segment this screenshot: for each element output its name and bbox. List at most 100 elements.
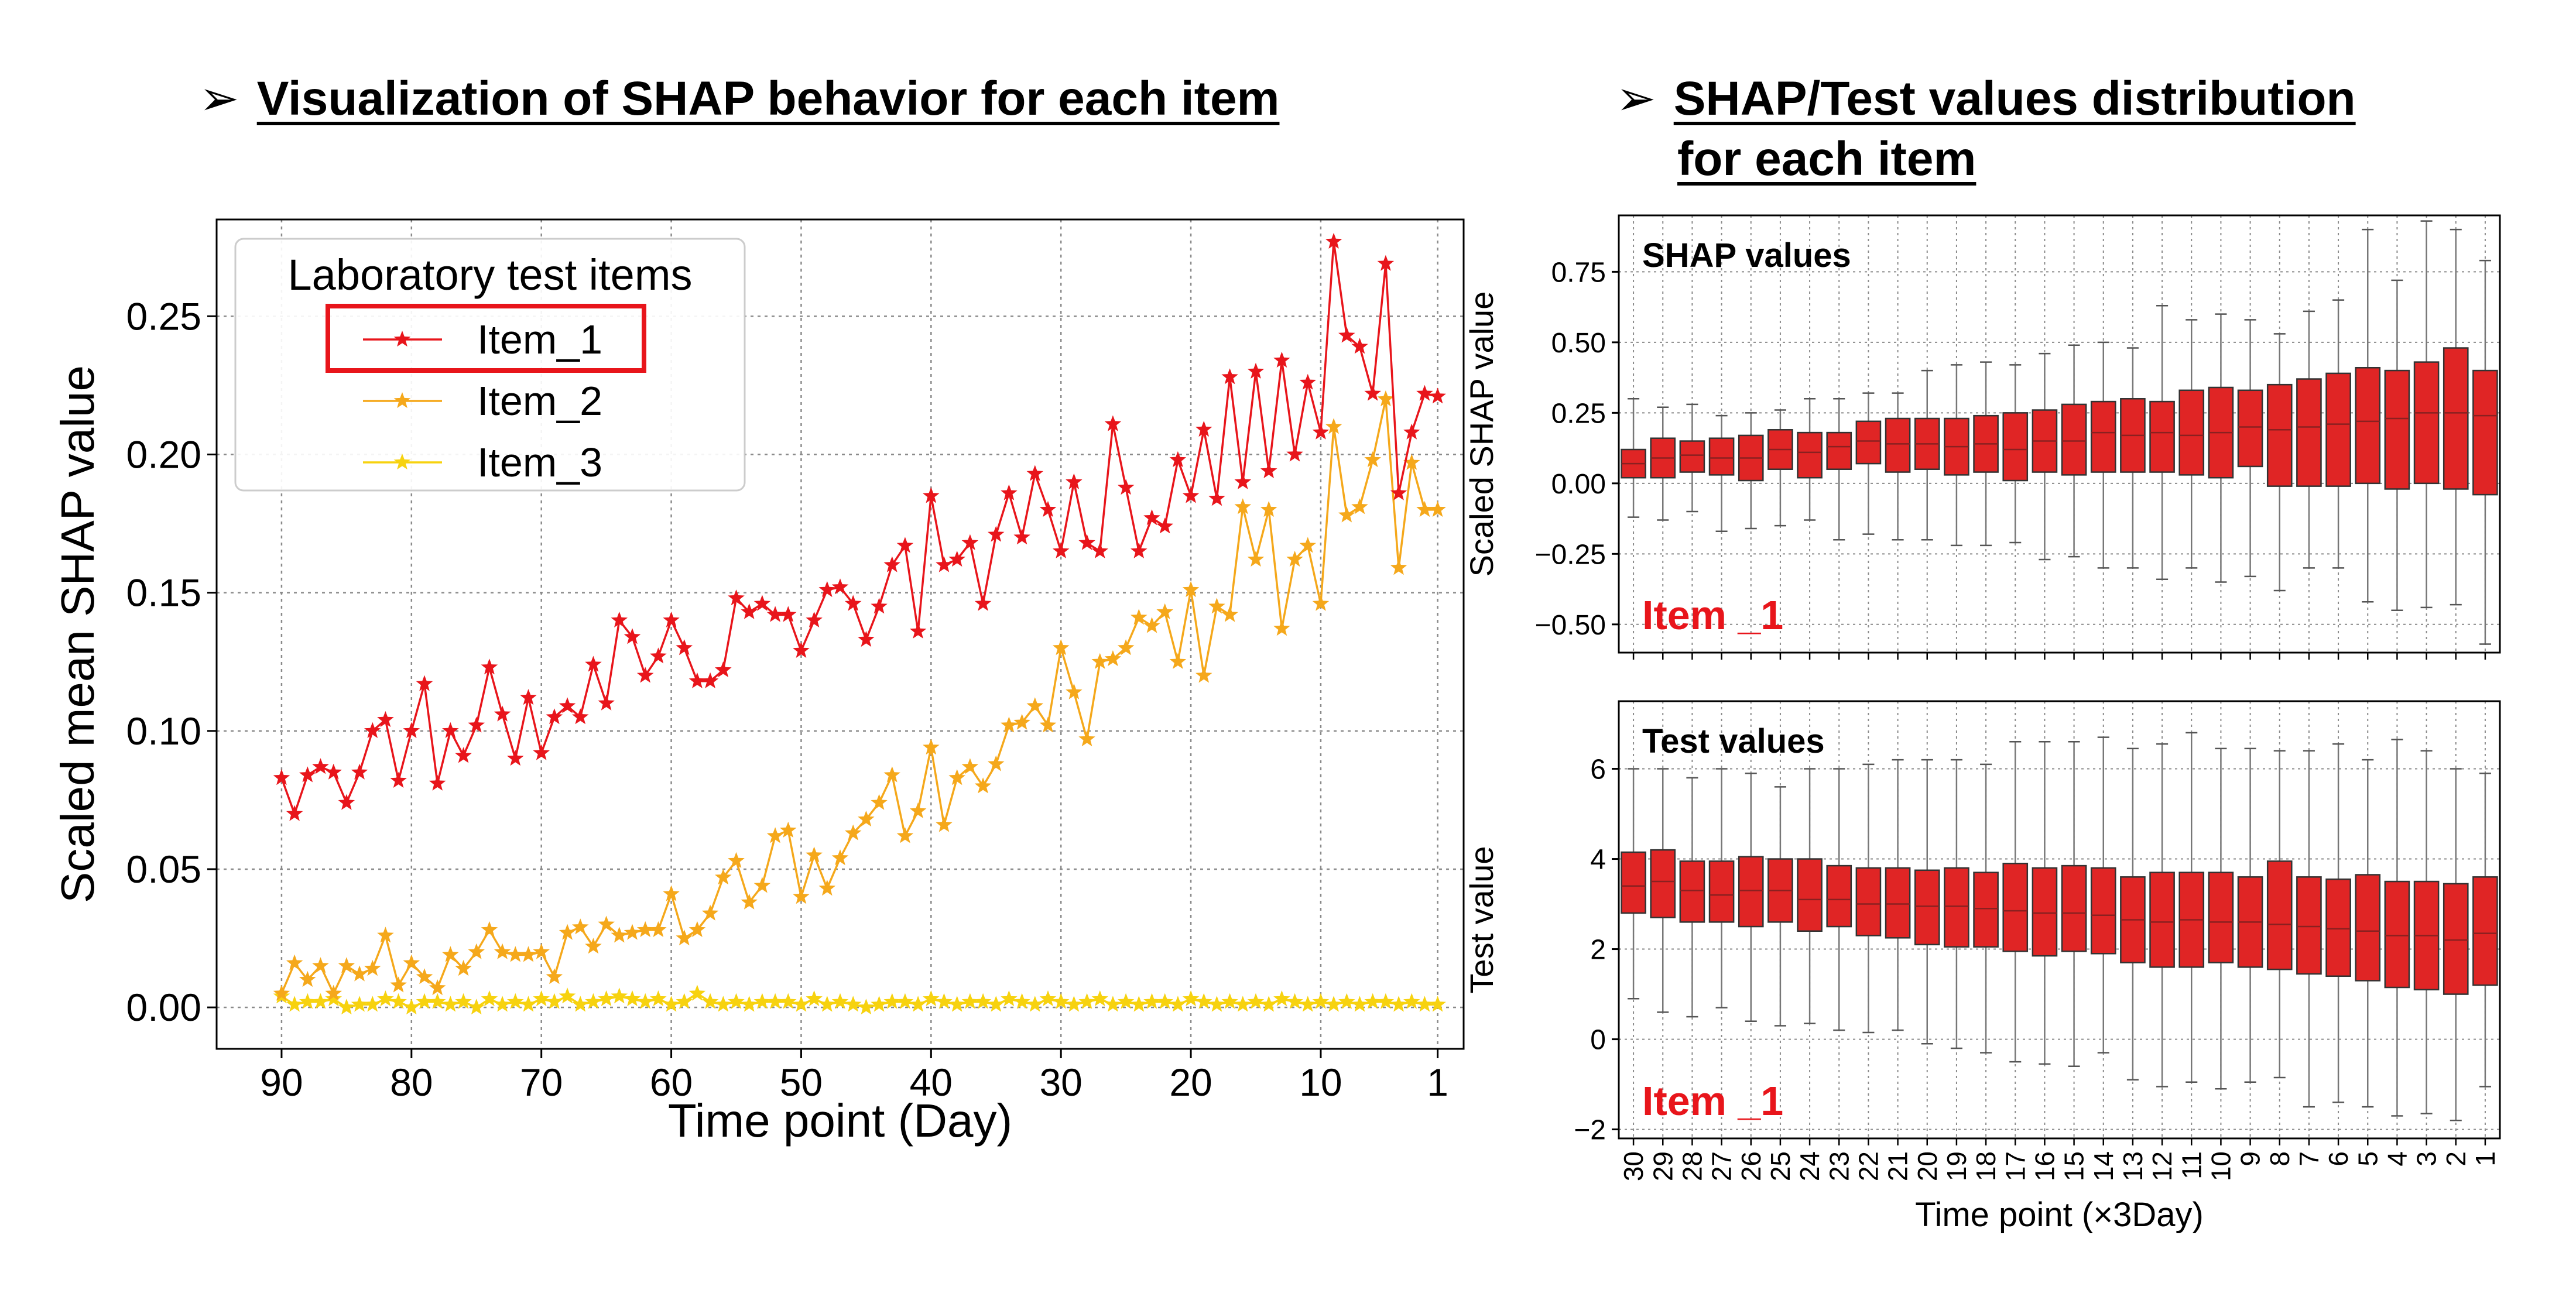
data-point-star	[507, 750, 524, 766]
box-17	[2002, 364, 2029, 544]
data-point-star	[299, 766, 316, 783]
x-tick-label: 9	[2235, 1151, 2266, 1167]
box-iqr	[2325, 372, 2351, 487]
x-tick-label: 6	[2323, 1151, 2354, 1167]
box-1	[2472, 259, 2498, 645]
data-point-star	[1390, 484, 1407, 500]
x-tick-label: 22	[1853, 1151, 1883, 1181]
data-point-star	[1001, 716, 1018, 733]
box-iqr	[1885, 417, 1911, 473]
y-tick-label: 4	[1590, 845, 1606, 876]
data-point-star	[1338, 993, 1355, 1009]
data-point-star	[1066, 683, 1083, 699]
data-point-star	[961, 534, 979, 550]
x-tick-label: 7	[2294, 1151, 2324, 1167]
data-point-star	[1325, 232, 1342, 249]
data-point-star	[715, 661, 732, 677]
panel-title: SHAP values	[1642, 236, 1851, 275]
data-point-star	[416, 993, 433, 1009]
box-iqr	[2061, 403, 2087, 476]
data-point-star	[883, 993, 900, 1009]
data-point-star	[961, 993, 979, 1009]
data-point-star	[818, 880, 836, 896]
data-point-star	[988, 526, 1005, 542]
box-20	[1914, 369, 1940, 541]
box-16	[2032, 352, 2058, 561]
x-tick-label: 27	[1707, 1151, 1737, 1181]
data-point-star	[507, 946, 524, 962]
boxplot-test-values: −202463029282726252423222120191817161514…	[1463, 700, 2501, 1234]
data-point-star	[1013, 529, 1030, 545]
y-tick-label: 0.10	[126, 709, 201, 753]
data-point-star	[351, 996, 368, 1012]
data-point-star	[1131, 542, 1147, 558]
x-tick-label: 13	[2118, 1151, 2148, 1181]
data-point-star	[766, 606, 784, 622]
data-point-star	[377, 711, 394, 728]
box-29	[1650, 406, 1676, 521]
box-iqr	[2032, 867, 2058, 957]
data-point-star	[1416, 385, 1433, 401]
line-chart-shap-behavior: 90 80 70 60 50 40 30 20 10 1 0.00 0.05 0.10 0.15 0.20 0…	[52, 218, 1465, 1147]
data-point-star	[871, 598, 888, 614]
box-iqr	[2355, 874, 2381, 982]
box-6	[2325, 743, 2351, 1103]
x-tick-label: 2	[2441, 1151, 2471, 1167]
legend-box	[234, 238, 746, 492]
data-point-star	[1039, 500, 1057, 517]
series-item-1	[273, 232, 1446, 821]
data-point-star	[455, 960, 472, 976]
data-point-star	[338, 794, 355, 810]
data-point-star	[1039, 990, 1057, 1007]
data-point-star	[896, 537, 914, 553]
data-point-star	[585, 993, 602, 1009]
y-tick-label: 0.75	[1551, 257, 1606, 288]
data-point-star	[1066, 473, 1083, 489]
box-iqr	[2413, 361, 2440, 485]
data-point-star	[442, 946, 459, 962]
data-point-star	[429, 979, 446, 996]
data-point-star	[1403, 423, 1420, 440]
box-4	[2384, 279, 2410, 611]
data-point-star	[844, 595, 862, 611]
data-point-star	[325, 984, 342, 1001]
data-point-star	[741, 893, 758, 910]
box-18	[1973, 763, 1999, 1054]
data-point-star	[1299, 996, 1316, 1012]
data-point-star	[1234, 996, 1252, 1012]
data-point-star	[533, 744, 550, 760]
data-point-star	[923, 990, 940, 1007]
data-point-star	[988, 996, 1005, 1012]
box-iqr	[2002, 862, 2029, 952]
data-point-star	[896, 827, 914, 843]
plot-frame	[215, 218, 1465, 1050]
data-point-star	[636, 993, 654, 1009]
x-axis-label: Time point (×3Day)	[1915, 1196, 2204, 1234]
data-point-star	[701, 993, 719, 1009]
box-18	[1973, 361, 1999, 547]
box-19	[1944, 364, 1969, 547]
heading-shap-behavior: ➢ Visualization of SHAP behavior for each…	[199, 69, 1279, 129]
box-26	[1738, 412, 1764, 530]
data-point-star	[624, 628, 641, 644]
x-tick-label: 5	[2352, 1151, 2383, 1167]
data-point-star	[1247, 362, 1265, 379]
data-point-star	[364, 960, 381, 976]
box-iqr	[1855, 420, 1882, 465]
box-25	[1767, 786, 1793, 1027]
y-tick-label: 2	[1590, 935, 1606, 966]
box-5	[2355, 759, 2381, 1108]
data-point-star	[546, 708, 563, 725]
data-point-star	[1026, 465, 1044, 481]
data-point-star	[455, 993, 472, 1009]
data-point-star	[936, 993, 953, 1009]
box-17	[2002, 741, 2029, 1063]
data-point-star	[572, 996, 589, 1012]
box-2	[2443, 768, 2469, 1121]
data-point-star	[598, 694, 615, 711]
data-point-star	[1312, 423, 1330, 440]
series-item-3	[273, 984, 1446, 1015]
data-point-star	[1286, 551, 1303, 567]
box-9	[2237, 747, 2263, 1083]
box-iqr	[2208, 872, 2234, 963]
